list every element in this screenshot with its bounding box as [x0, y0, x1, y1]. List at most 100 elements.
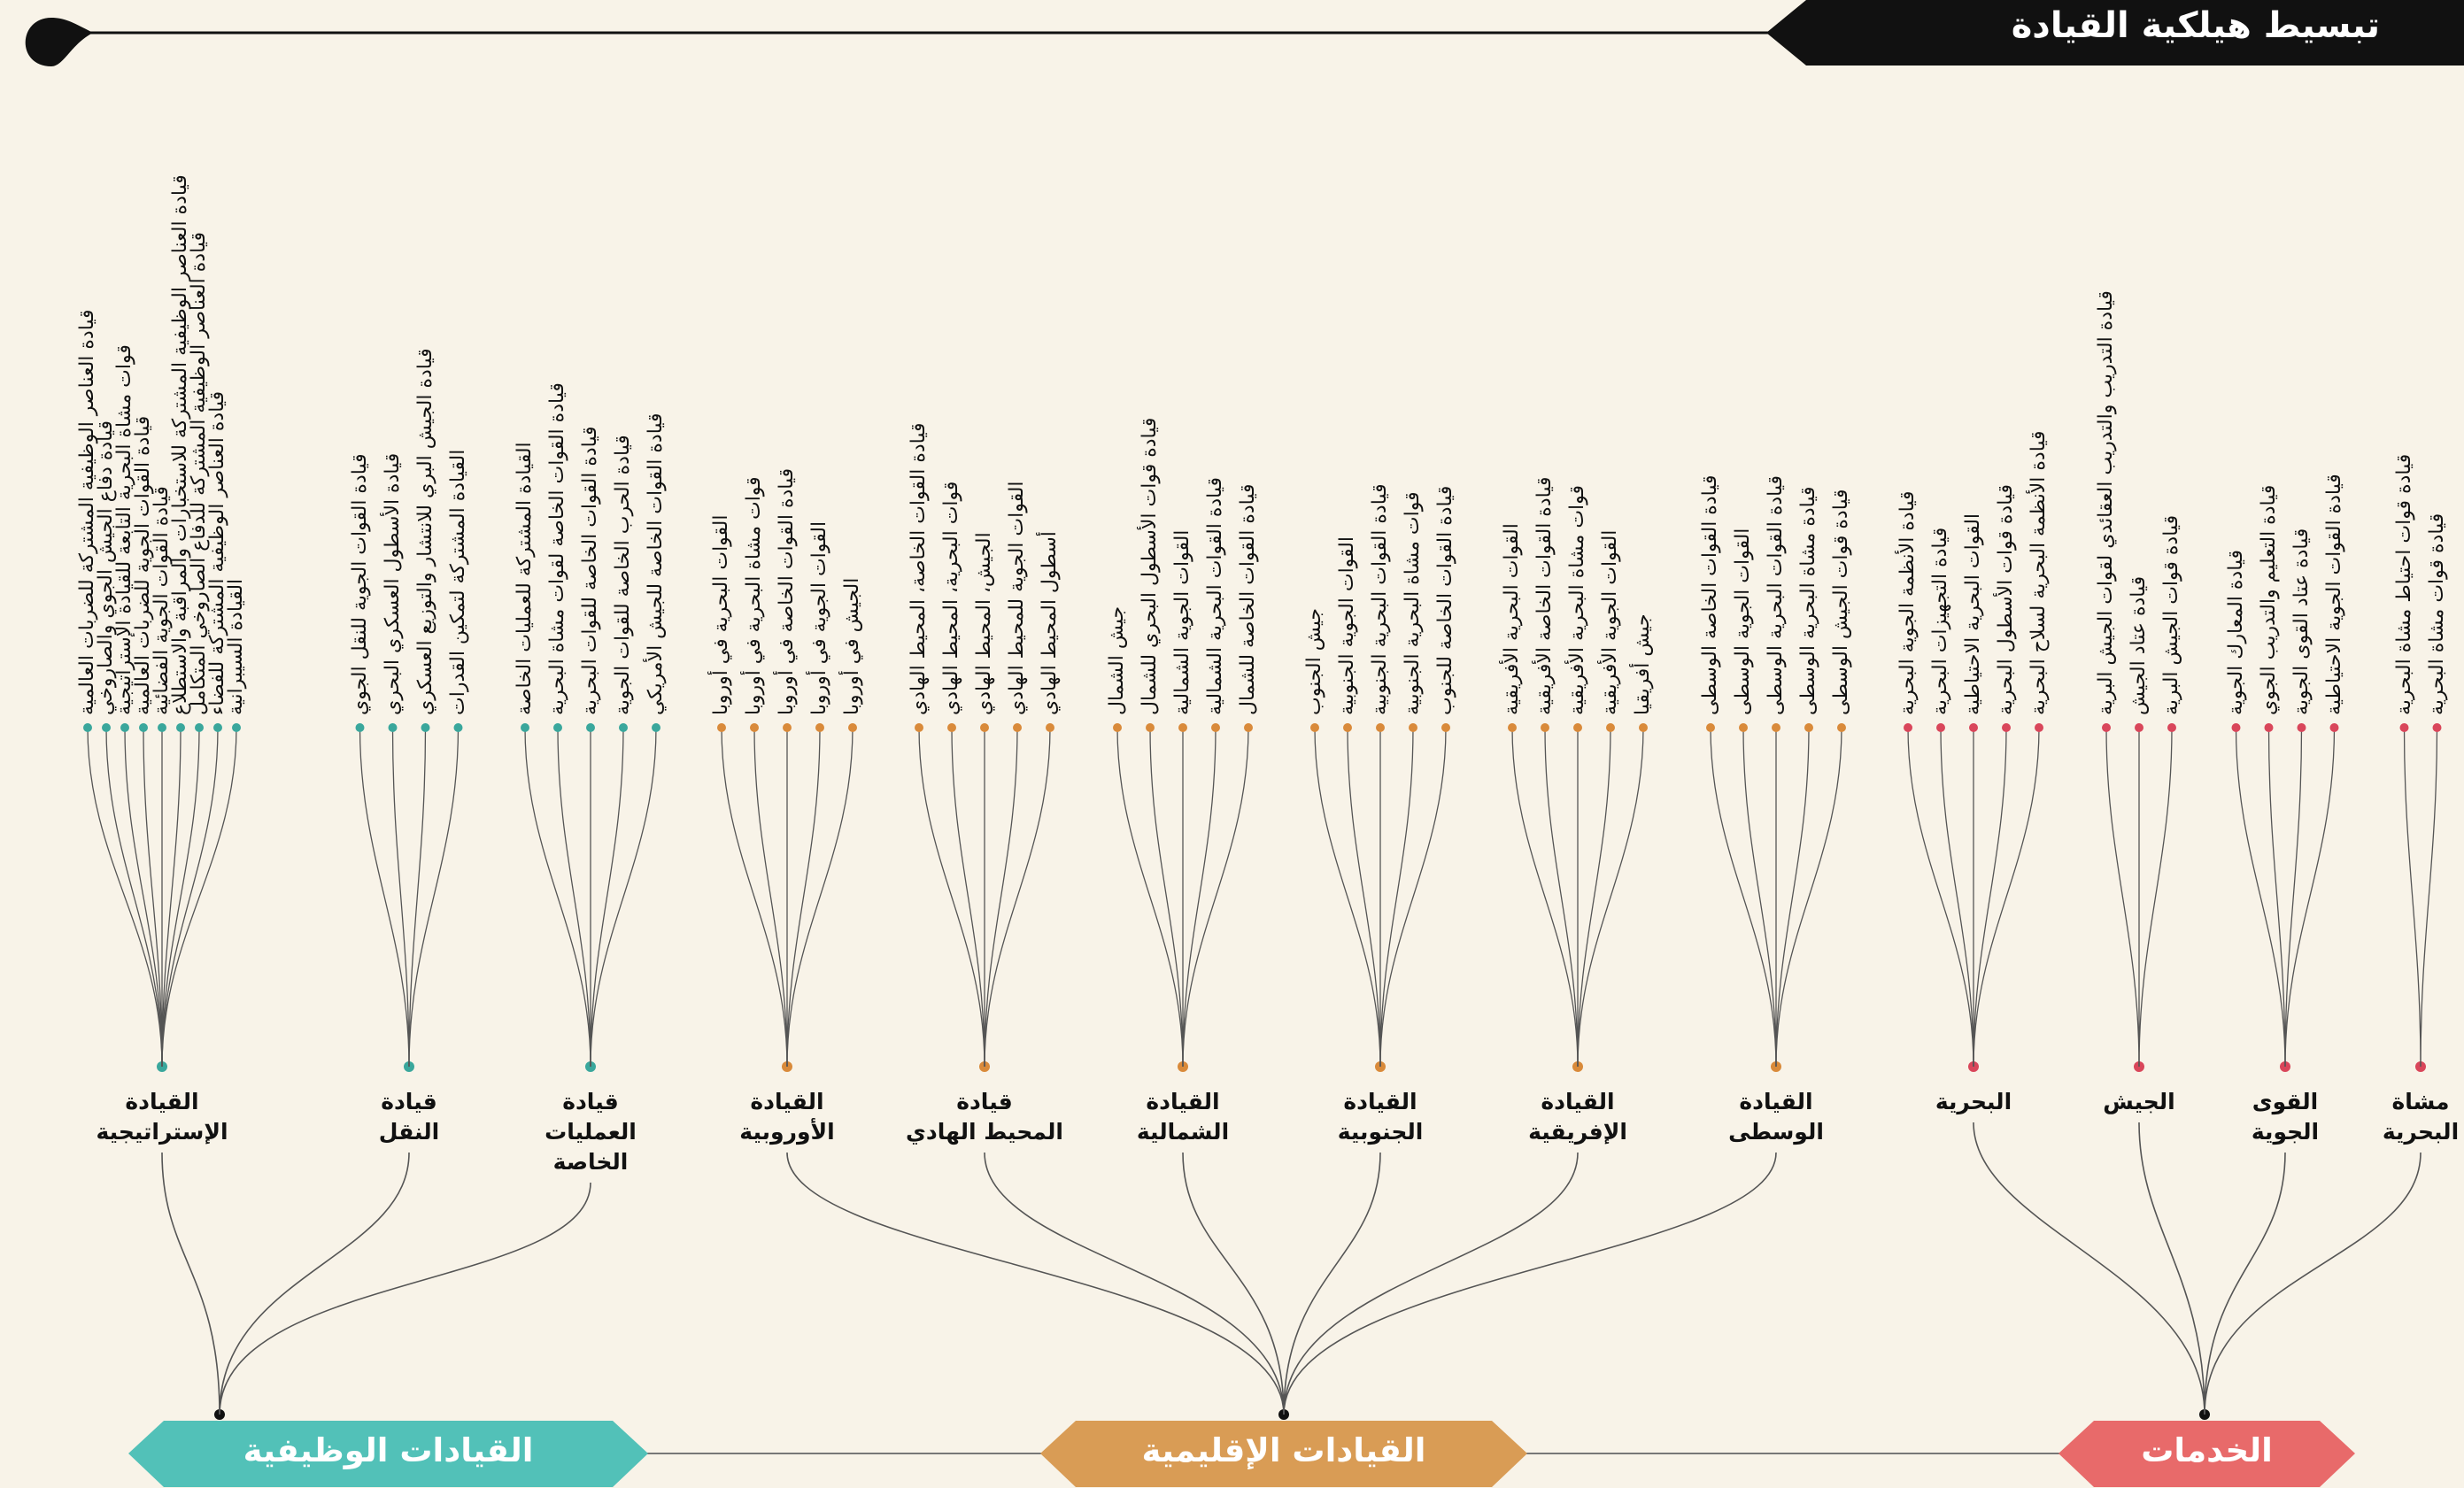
leaf-to-command-line [1116, 727, 1184, 1068]
leaf-to-command-line [2284, 727, 2336, 1068]
command-to-group-line [1182, 1152, 1285, 1415]
leaf-dot [915, 723, 923, 732]
leaf-label: قيادة قوات الأسطول البحرية [1995, 483, 2017, 715]
leaf-label: جيش الجنوب [1303, 607, 1325, 715]
command-to-group-line [1283, 1152, 1579, 1415]
leaf-dot [1409, 723, 1417, 732]
leaf-to-command-line [1511, 727, 1579, 1068]
leaf-label: القيادة المشتركة للعمليات الخاصة [514, 442, 536, 715]
leaf-dot [1178, 723, 1187, 732]
leaf-dot [1113, 723, 1122, 732]
leaf-label: القيادة السيبرانية [225, 578, 247, 715]
leaf-label: قوات مشاة البحرية في أوروبا [743, 476, 765, 715]
leaf-label: قيادة القوات البحرية الوسطى [1765, 474, 1787, 715]
leaf-dot [1639, 723, 1648, 732]
leaf-label: قوات مشاة البحرية الجنوبية [1402, 491, 1424, 715]
leaf-label: قيادة الأنظمة الجوية البحرية [1896, 490, 1919, 715]
leaf-to-command-line [951, 727, 985, 1068]
leaf-dot [619, 723, 628, 732]
command-label: الجيش [2103, 1089, 2175, 1114]
leaf-to-command-line [161, 727, 219, 1068]
leaf-label: قيادة القوات الخاصة للقوات البحرية [579, 426, 601, 716]
leaf-label: قيادة عتاد القوى الجوية [2290, 528, 2313, 715]
leaf-to-command-line [590, 727, 624, 1068]
leaf-dot [232, 723, 241, 732]
leaf-to-command-line [2235, 727, 2286, 1068]
leaf-to-command-line [1544, 727, 1579, 1068]
leaf-label: قيادة قوات احتياط مشاة البحرية [2392, 453, 2415, 715]
leaf-dot [176, 723, 185, 732]
leaf-dot [947, 723, 956, 732]
leaf-label: الجيش، المحيط الهادي [973, 532, 995, 715]
leaf-dot [388, 723, 398, 732]
command-to-group-line [984, 1152, 1285, 1415]
leaf-dot [2135, 723, 2143, 732]
leaf-label: جيش الشمال [1106, 605, 1128, 715]
leaf-to-command-line [918, 727, 985, 1068]
leaf-label: قيادة مشاة البحرية الوسطى [1797, 486, 1819, 715]
command-to-group-line [2204, 1152, 2422, 1415]
leaf-dot [139, 723, 148, 732]
leaf-label: قيادة القوات الخاصة للشمال [1237, 483, 1259, 715]
leaf-dot [1146, 723, 1155, 732]
leaf-dot [1310, 723, 1319, 732]
leaf-label: قيادة المعارك الجوية [2224, 549, 2247, 715]
leaf-label: قيادة قوات الجيش الوسطى [1830, 489, 1852, 715]
leaf-to-command-line [1379, 727, 1414, 1068]
leaf-label: قيادة القوات الخاصة لقوات مشاة البحرية [546, 382, 568, 715]
leaf-label: القوات الجوية الأفريقية [1599, 529, 1621, 715]
leaf-label: قيادة القوات الخاصة للجيش الأمريكي [645, 412, 667, 715]
leaf-to-command-line [1775, 727, 1810, 1068]
leaf-label: قيادة القوات الجوية للنقل الجوي [348, 453, 371, 715]
command-label: مشاة البحرية [2382, 1089, 2460, 1145]
command-to-group-line [219, 1182, 591, 1415]
leaf-to-command-line [161, 727, 200, 1068]
leaf-to-command-line [105, 727, 163, 1068]
leaf-to-command-line [2284, 727, 2303, 1068]
leaf-dot [815, 723, 824, 732]
leaf-dot [1606, 723, 1615, 732]
leaf-dot [2329, 723, 2339, 732]
leaf-dot [750, 723, 759, 732]
leaf-label: قيادة الأنظمة البحرية لسلاح البحرية [2028, 430, 2050, 715]
leaf-to-command-line [984, 727, 1051, 1068]
leaf-label: قيادة القوات الخاصة في أوروبا [776, 467, 798, 715]
leaf-to-command-line [721, 727, 788, 1068]
leaf-label: قيادة القوات الخاصة الوسطى [1699, 474, 1721, 716]
command-to-group-line [1283, 1152, 1381, 1415]
leaf-label: قيادة القوات البحرية الشمالية [1204, 476, 1226, 715]
leaf-dot [1804, 723, 1813, 732]
leaf-dot [1739, 723, 1748, 732]
leaf-to-command-line [1149, 727, 1184, 1068]
command-label: القيادة الإفريقية [1528, 1089, 1627, 1145]
leaf-dot [980, 723, 989, 732]
leaf-to-command-line [1314, 727, 1381, 1068]
leaf-dot [652, 723, 660, 732]
leaf-dot [1936, 723, 1945, 732]
leaf-to-command-line [1577, 727, 1644, 1068]
leaf-to-command-line [524, 727, 591, 1068]
leaf-to-command-line [753, 727, 788, 1068]
leaf-dot [2102, 723, 2111, 732]
command-label: القيادة الأوروبية [739, 1089, 835, 1145]
leaf-dot [1376, 723, 1385, 732]
leaf-to-command-line [1379, 727, 1447, 1068]
leaf-label: قيادة الجيش البري للانتشار والتوزيع العس… [413, 348, 436, 715]
leaf-to-command-line [408, 727, 460, 1068]
command-label: قيادة المحيط الهادي [905, 1089, 1063, 1145]
leaf-label: القوات الجوية الجنوبية [1336, 536, 1358, 715]
page-title: تبسيط هيلكية القيادة [2011, 5, 2380, 46]
leaf-label: قيادة القوات البحرية الجنوبية [1369, 483, 1391, 715]
leaf-to-command-line [1347, 727, 1381, 1068]
leaf-label: القوات البحرية الاحتياطية [1962, 513, 1984, 715]
leaf-dot [1541, 723, 1549, 732]
command-label: القيادة الوسطى [1728, 1089, 1824, 1145]
leaf-label: جيش أفريقيا [1632, 613, 1654, 715]
command-label: قيادة النقل [378, 1089, 440, 1145]
leaf-label: قوات مشاة البحرية الأفريقية [1566, 484, 1588, 715]
leaf-to-command-line [1742, 727, 1777, 1068]
leaf-label: قيادة القوات الخاصة الأفريقية [1533, 476, 1556, 716]
leaf-to-command-line [87, 727, 163, 1068]
leaf-label: أسطول المحيط الهادي [1039, 531, 1061, 715]
